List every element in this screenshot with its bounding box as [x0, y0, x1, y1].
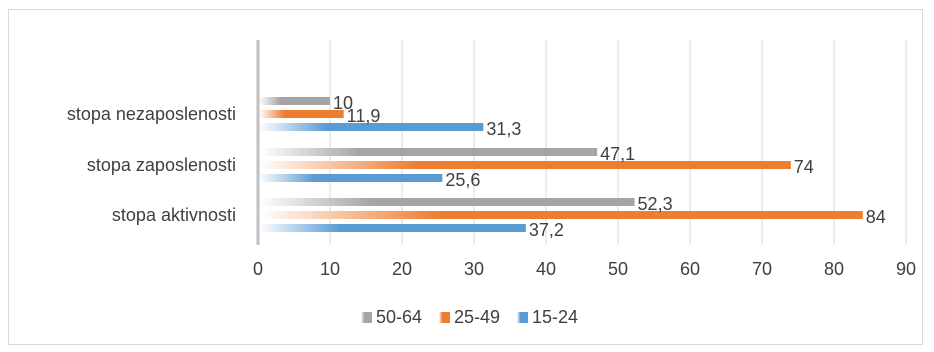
data-label: 74	[794, 157, 814, 177]
legend-label: 25-49	[454, 307, 500, 327]
x-tick-label: 0	[253, 259, 263, 279]
bar	[259, 97, 330, 105]
legend-label: 15-24	[532, 307, 578, 327]
data-label: 10	[333, 93, 353, 113]
bars	[259, 97, 863, 232]
legend-swatch	[517, 312, 528, 323]
bar	[259, 211, 863, 219]
axes: 0 10 20 30 40 50 60 70 80 90 stopa aktivnosti stopa…	[67, 40, 916, 279]
x-tick-label: 90	[896, 259, 916, 279]
data-label: 31,3	[486, 119, 521, 139]
legend-label: 50-64	[376, 307, 422, 327]
bar	[259, 224, 526, 232]
bar	[259, 148, 598, 156]
x-tick-label: 50	[608, 259, 628, 279]
data-label: 37,2	[529, 220, 564, 240]
data-label: 47,1	[600, 144, 635, 164]
data-label: 25,6	[445, 170, 480, 190]
bar	[259, 110, 344, 118]
chart-frame: 0 10 20 30 40 50 60 70 80 90 stopa aktivnosti stopa…	[8, 9, 923, 345]
bar	[259, 198, 635, 206]
legend: 50-64 25-49 15-24	[361, 307, 578, 327]
x-tick-label: 10	[320, 259, 340, 279]
gridlines	[329, 40, 907, 245]
legend-swatch	[361, 312, 372, 323]
bar	[259, 123, 484, 131]
bar	[259, 174, 443, 182]
bar-chart: 0 10 20 30 40 50 60 70 80 90 stopa aktivnosti stopa…	[67, 40, 916, 327]
x-tick-label: 60	[680, 259, 700, 279]
category-label: stopa nezaposlenosti	[67, 104, 236, 124]
category-label: stopa zaposlenosti	[87, 155, 236, 175]
legend-swatch	[439, 312, 450, 323]
data-label: 84	[866, 207, 886, 227]
x-tick-label: 80	[824, 259, 844, 279]
bar	[259, 161, 791, 169]
x-tick-label: 30	[464, 259, 484, 279]
data-label: 52,3	[638, 194, 673, 214]
data-label: 11,9	[347, 106, 381, 126]
x-tick-label: 70	[752, 259, 772, 279]
x-tick-label: 20	[392, 259, 412, 279]
x-tick-label: 40	[536, 259, 556, 279]
category-label: stopa aktivnosti	[112, 205, 236, 225]
